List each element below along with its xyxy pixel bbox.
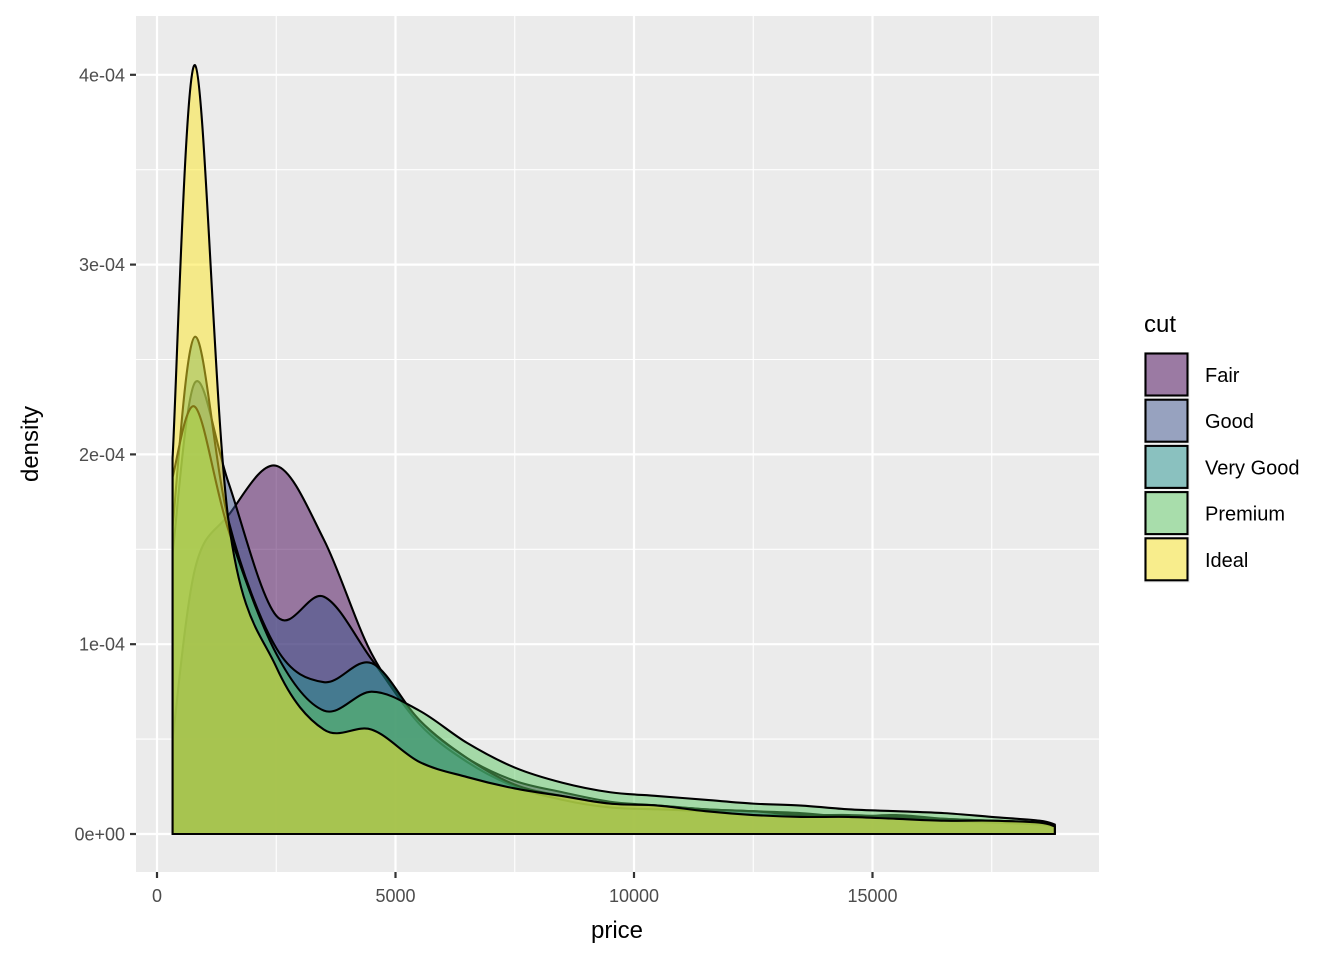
legend: cut Fair Good Very Good Premium Ideal — [1144, 311, 1300, 583]
y-tick-label: 0e+00 — [74, 825, 125, 845]
x-tick-label: 15000 — [847, 886, 897, 906]
legend-key-fair — [1144, 352, 1189, 397]
legend-label: Good — [1205, 411, 1254, 433]
legend-label: Premium — [1205, 504, 1285, 526]
x-axis-title: price — [591, 917, 643, 944]
y-axis-title: density — [17, 406, 44, 482]
density-areas — [171, 64, 1056, 836]
legend-key-premium — [1144, 491, 1189, 536]
legend-label: Ideal — [1205, 550, 1248, 572]
density-area-premium — [171, 405, 1056, 836]
legend-key-very-good — [1144, 444, 1189, 489]
density-area-ideal — [171, 64, 1056, 836]
y-tick-label: 4e-04 — [79, 65, 125, 85]
y-axis: 0e+00 1e-04 2e-04 3e-04 4e-04 — [74, 65, 136, 845]
legend-key-ideal — [1144, 537, 1189, 582]
y-tick-label: 3e-04 — [79, 255, 125, 275]
legend-title: cut — [1144, 311, 1176, 338]
x-tick-label: 5000 — [375, 886, 415, 906]
legend-label: Fair — [1205, 365, 1240, 387]
x-axis: 0 5000 10000 15000 — [152, 872, 898, 906]
x-tick-label: 0 — [152, 886, 162, 906]
minor-gridlines — [136, 16, 1099, 872]
legend-label: Very Good — [1205, 457, 1300, 479]
legend-key-good — [1144, 398, 1189, 443]
y-tick-label: 1e-04 — [79, 635, 125, 655]
y-tick-label: 2e-04 — [79, 445, 125, 465]
x-tick-label: 10000 — [609, 886, 659, 906]
